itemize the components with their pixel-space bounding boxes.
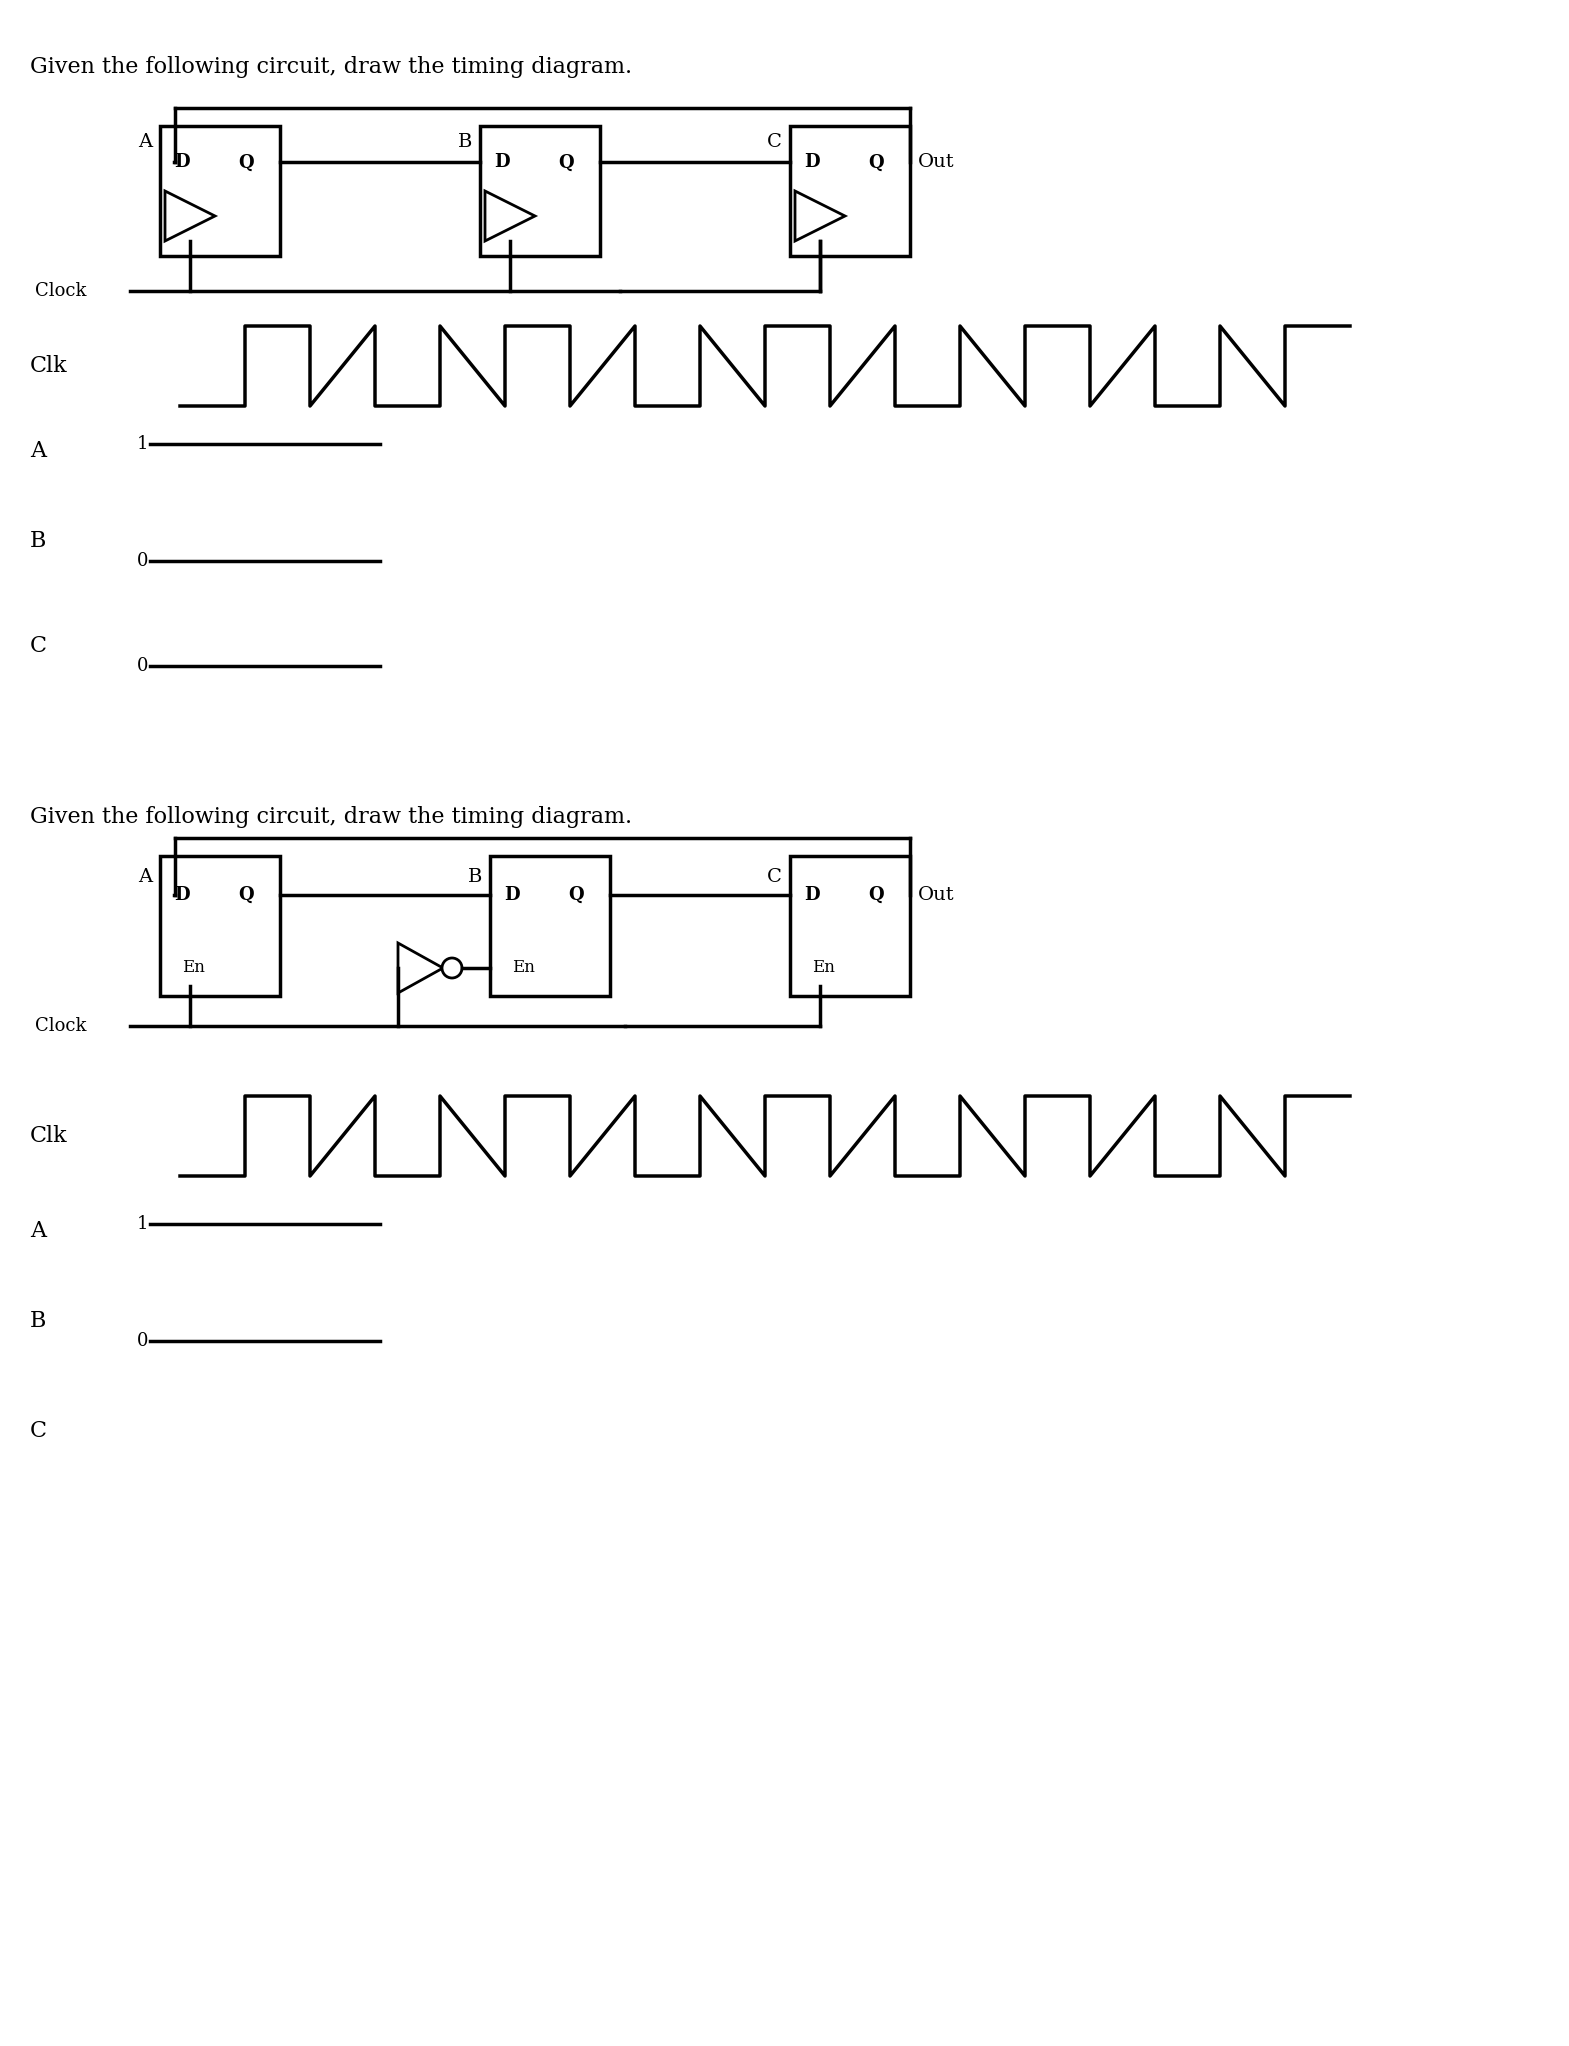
Circle shape [442, 958, 461, 978]
Text: Out: Out [918, 886, 954, 904]
Text: Q: Q [238, 153, 254, 172]
Text: Q: Q [238, 886, 254, 904]
Text: D: D [494, 153, 510, 172]
Text: C: C [30, 634, 47, 657]
Text: Q: Q [568, 886, 584, 904]
Text: D: D [504, 886, 519, 904]
Text: 1: 1 [137, 1215, 147, 1234]
Bar [791, 127, 910, 256]
Text: En: En [811, 960, 835, 976]
Text: A: A [138, 868, 152, 886]
Text: C: C [767, 133, 781, 151]
Text: B: B [468, 868, 482, 886]
Text: Q: Q [869, 886, 885, 904]
Text: B: B [30, 530, 47, 552]
Text: D: D [174, 153, 190, 172]
Text: D: D [174, 886, 190, 904]
Text: Out: Out [918, 153, 954, 172]
Text: Clock: Clock [35, 1017, 86, 1035]
Text: 0: 0 [137, 552, 147, 571]
Text: Q: Q [559, 153, 574, 172]
Bar [160, 855, 279, 996]
Text: B: B [30, 1309, 47, 1332]
Text: D: D [803, 153, 819, 172]
Text: C: C [30, 1420, 47, 1442]
Text: En: En [511, 960, 535, 976]
Bar [480, 127, 599, 256]
Bar [791, 855, 910, 996]
Text: Q: Q [869, 153, 885, 172]
Bar [490, 855, 610, 996]
Text: A: A [138, 133, 152, 151]
Text: B: B [458, 133, 472, 151]
Text: Given the following circuit, draw the timing diagram.: Given the following circuit, draw the ti… [30, 55, 632, 78]
Text: 1: 1 [137, 436, 147, 452]
Text: 0: 0 [137, 657, 147, 675]
Text: A: A [30, 440, 46, 462]
Text: Clock: Clock [35, 282, 86, 301]
Text: En: En [182, 960, 204, 976]
Text: Clk: Clk [30, 356, 67, 376]
Text: A: A [30, 1219, 46, 1242]
Bar [160, 127, 279, 256]
Text: C: C [767, 868, 781, 886]
Text: Given the following circuit, draw the timing diagram.: Given the following circuit, draw the ti… [30, 806, 632, 829]
Text: D: D [803, 886, 819, 904]
Text: Clk: Clk [30, 1125, 67, 1148]
Text: 0: 0 [137, 1332, 147, 1350]
